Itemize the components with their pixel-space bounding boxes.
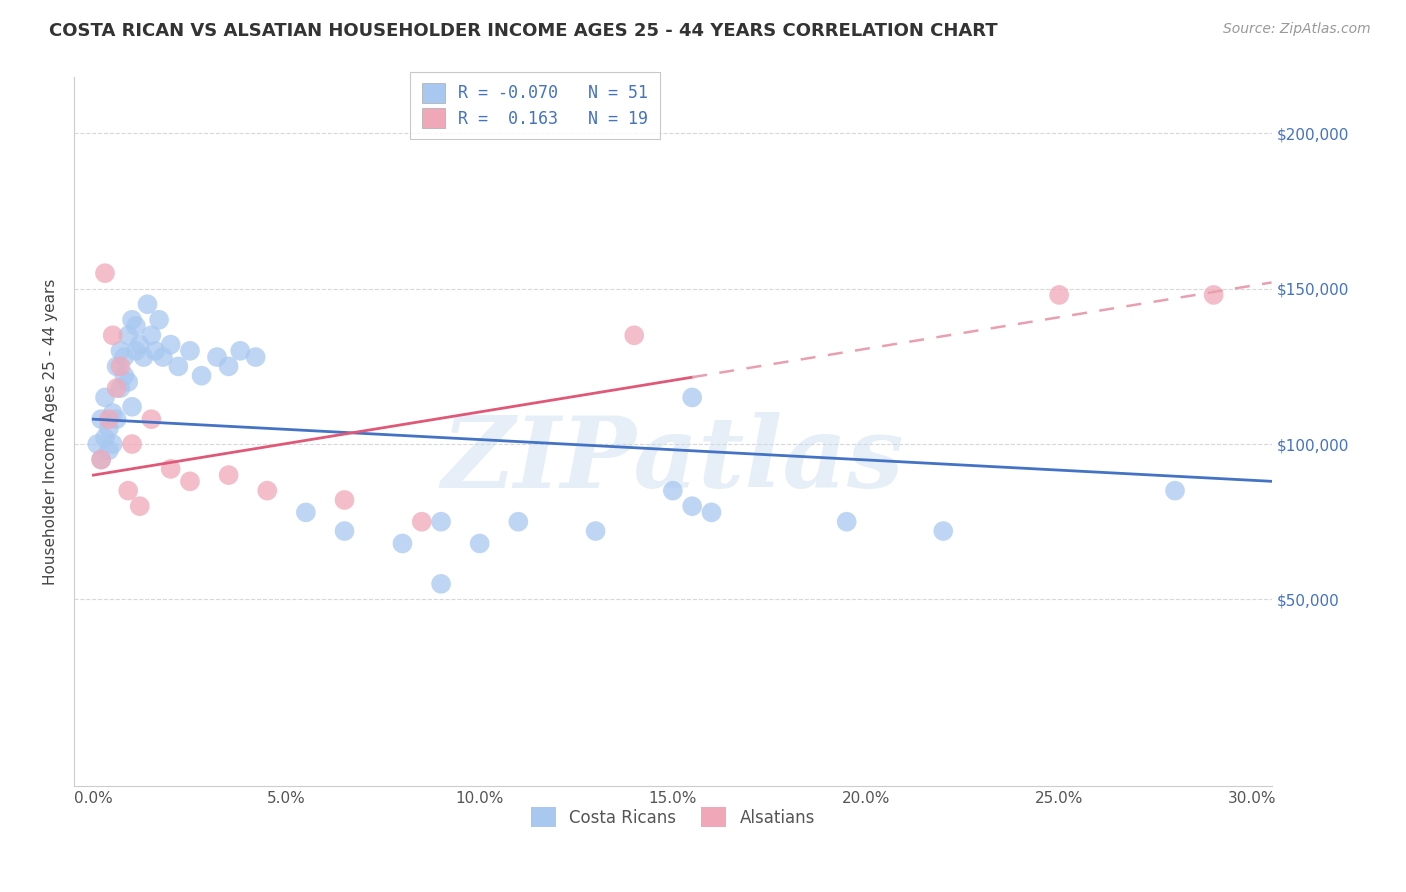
Point: [94, 266, 117, 280]
Point: [205, 350, 228, 364]
Point: [623, 328, 645, 343]
Point: [179, 475, 201, 489]
Point: [508, 515, 530, 529]
Point: [391, 536, 413, 550]
Point: [256, 483, 278, 498]
Point: [295, 505, 318, 519]
Point: [90, 452, 112, 467]
Point: [190, 368, 212, 383]
Text: COSTA RICAN VS ALSATIAN HOUSEHOLDER INCOME AGES 25 - 44 YEARS CORRELATION CHART: COSTA RICAN VS ALSATIAN HOUSEHOLDER INCO…: [49, 22, 998, 40]
Point: [132, 350, 155, 364]
Point: [105, 359, 128, 374]
Point: [681, 391, 703, 405]
Point: [468, 536, 491, 550]
Point: [117, 483, 139, 498]
Point: [333, 524, 356, 538]
Point: [105, 381, 128, 395]
Point: [121, 312, 143, 326]
Point: [662, 483, 685, 498]
Point: [218, 359, 240, 374]
Point: [152, 350, 174, 364]
Point: [159, 462, 181, 476]
Point: [112, 368, 135, 383]
Point: [125, 318, 148, 333]
Point: [141, 412, 163, 426]
Point: [1202, 288, 1225, 302]
Point: [1047, 288, 1070, 302]
Y-axis label: Householder Income Ages 25 - 44 years: Householder Income Ages 25 - 44 years: [44, 278, 58, 585]
Point: [835, 515, 858, 529]
Point: [105, 412, 128, 426]
Point: [90, 412, 112, 426]
Point: [117, 375, 139, 389]
Point: [430, 577, 453, 591]
Point: [110, 381, 132, 395]
Point: [86, 437, 108, 451]
Point: [101, 406, 124, 420]
Point: [112, 350, 135, 364]
Point: [333, 492, 356, 507]
Point: [110, 343, 132, 358]
Point: [128, 337, 150, 351]
Point: [700, 505, 723, 519]
Point: [97, 421, 120, 435]
Point: [411, 515, 433, 529]
Point: [125, 343, 148, 358]
Point: [117, 328, 139, 343]
Legend: Costa Ricans, Alsatians: Costa Ricans, Alsatians: [524, 800, 821, 834]
Text: ZIPatlas: ZIPatlas: [441, 412, 904, 508]
Point: [94, 391, 117, 405]
Point: [159, 337, 181, 351]
Point: [430, 515, 453, 529]
Point: [932, 524, 955, 538]
Point: [1164, 483, 1187, 498]
Point: [90, 452, 112, 467]
Point: [218, 468, 240, 483]
Point: [229, 343, 252, 358]
Point: [148, 312, 170, 326]
Point: [167, 359, 190, 374]
Point: [101, 328, 124, 343]
Point: [94, 431, 117, 445]
Point: [97, 412, 120, 426]
Point: [585, 524, 607, 538]
Text: Source: ZipAtlas.com: Source: ZipAtlas.com: [1223, 22, 1371, 37]
Point: [97, 443, 120, 458]
Point: [110, 359, 132, 374]
Point: [681, 499, 703, 513]
Point: [143, 343, 166, 358]
Point: [121, 400, 143, 414]
Point: [136, 297, 159, 311]
Point: [101, 437, 124, 451]
Point: [121, 437, 143, 451]
Point: [141, 328, 163, 343]
Point: [179, 343, 201, 358]
Point: [128, 499, 150, 513]
Point: [245, 350, 267, 364]
